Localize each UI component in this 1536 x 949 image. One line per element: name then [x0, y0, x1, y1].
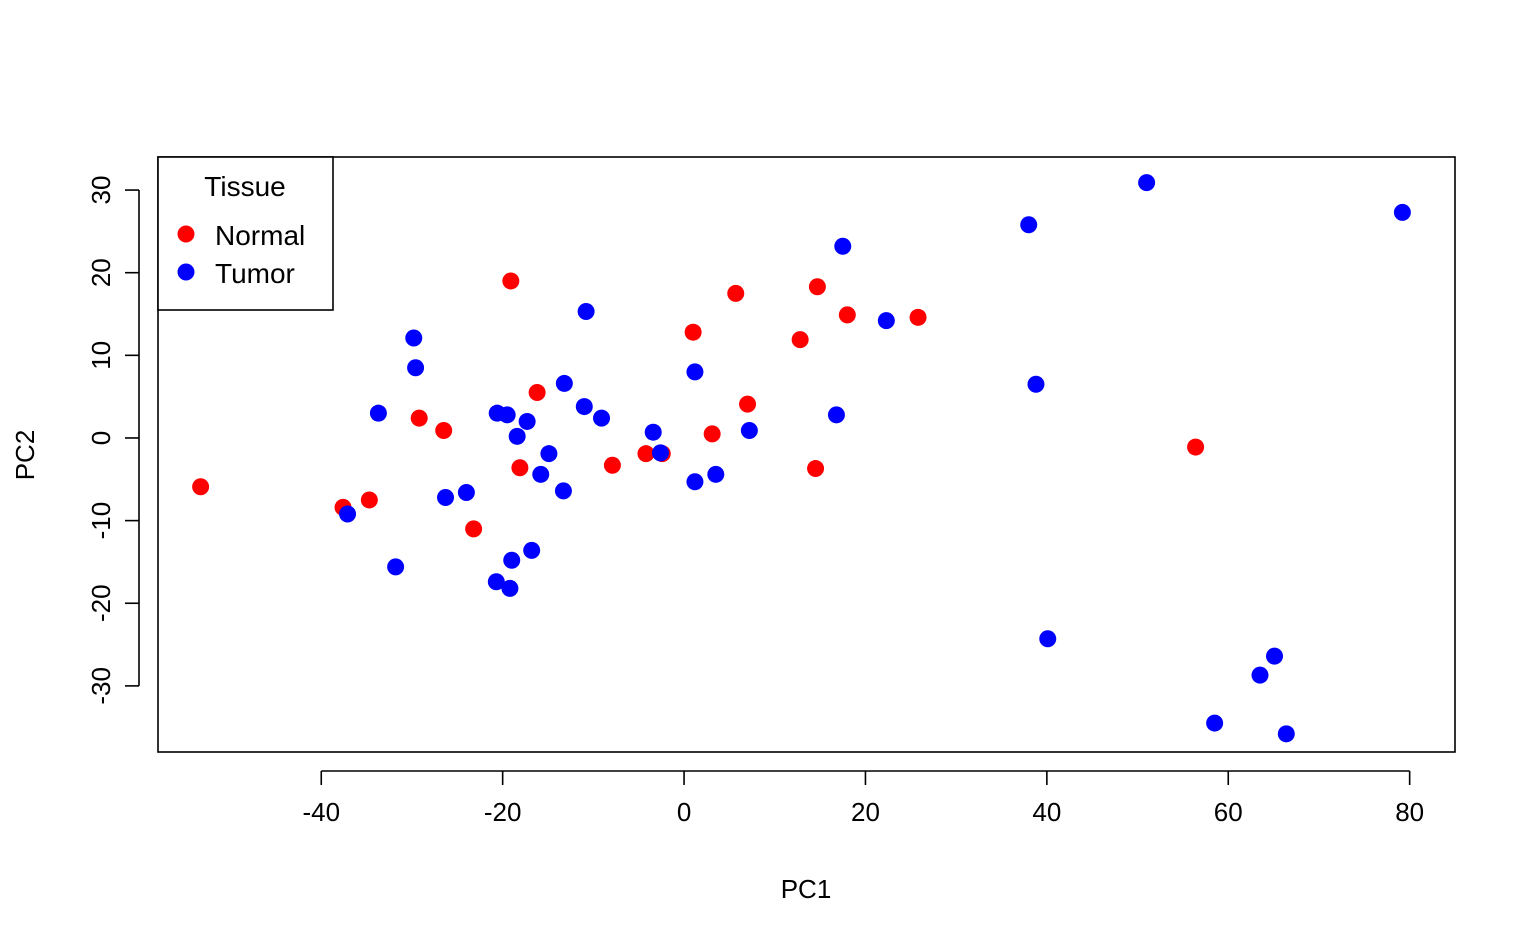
point-tumor-29 [834, 237, 852, 255]
point-tumor-36 [1251, 666, 1269, 684]
point-normal-9 [603, 456, 621, 474]
point-normal-0 [192, 478, 210, 496]
point-tumor-35 [1206, 714, 1224, 732]
legend-label-normal: Normal [215, 220, 305, 251]
point-normal-16 [791, 331, 809, 349]
point-tumor-26 [707, 465, 725, 483]
point-tumor-10 [501, 579, 519, 597]
point-normal-6 [502, 272, 520, 290]
y-tick-label-6: 30 [86, 176, 116, 205]
point-normal-13 [703, 425, 721, 443]
point-tumor-7 [487, 573, 505, 591]
legend: Tissue Normal Tumor [157, 156, 334, 311]
legend-marker-tumor [177, 263, 195, 281]
point-tumor-2 [387, 558, 405, 576]
point-tumor-18 [555, 374, 573, 392]
point-tumor-13 [518, 412, 536, 430]
point-tumor-38 [1277, 725, 1295, 743]
point-tumor-21 [593, 409, 611, 427]
plot-frame [157, 156, 1456, 753]
point-tumor-16 [540, 445, 558, 463]
point-normal-18 [808, 278, 826, 296]
point-tumor-17 [554, 482, 572, 500]
x-axis: -40 -20 0 20 40 60 80 [302, 770, 1424, 827]
x-tick-label-2: 0 [677, 797, 691, 827]
point-normal-14 [727, 284, 745, 302]
point-normal-2 [360, 491, 378, 509]
point-normal-17 [807, 460, 825, 478]
point-tumor-11 [503, 551, 521, 569]
point-normal-3 [410, 409, 428, 427]
point-normal-4 [435, 422, 453, 440]
x-tick-label-3: 20 [851, 797, 880, 827]
point-tumor-12 [508, 427, 526, 445]
x-axis-label: PC1 [781, 874, 832, 904]
y-tick-label-5: 20 [86, 258, 116, 287]
legend-marker-normal [177, 225, 195, 243]
x-tick-label-1: -20 [484, 797, 522, 827]
point-tumor-34 [1138, 174, 1156, 192]
y-tick-label-0: -30 [86, 667, 116, 705]
point-tumor-23 [651, 444, 669, 462]
point-normal-21 [1187, 438, 1205, 456]
legend-label-tumor: Tumor [215, 258, 295, 289]
point-tumor-31 [1020, 216, 1038, 234]
y-axis: -30 -20 -10 0 10 20 30 [86, 176, 140, 705]
point-tumor-5 [437, 488, 455, 506]
point-tumor-33 [1039, 630, 1057, 648]
x-tick-label-4: 40 [1032, 797, 1061, 827]
point-tumor-9 [498, 406, 516, 424]
x-tick-label-6: 80 [1395, 797, 1424, 827]
point-normal-5 [465, 520, 483, 538]
y-tick-label-1: -20 [86, 584, 116, 622]
data-points [192, 174, 1411, 743]
y-tick-label-2: -10 [86, 502, 116, 540]
point-normal-15 [739, 395, 757, 413]
point-tumor-15 [532, 465, 550, 483]
x-tick-label-0: -40 [302, 797, 340, 827]
point-tumor-28 [827, 406, 845, 424]
point-tumor-1 [369, 404, 387, 422]
point-tumor-30 [877, 312, 895, 330]
point-normal-12 [684, 323, 702, 341]
point-normal-20 [909, 308, 927, 326]
point-tumor-24 [686, 473, 704, 491]
point-tumor-14 [523, 541, 541, 559]
y-tick-label-4: 10 [86, 341, 116, 370]
point-tumor-39 [1393, 203, 1411, 221]
point-normal-10 [637, 445, 655, 463]
y-tick-label-3: 0 [86, 431, 116, 445]
x-tick-label-5: 60 [1214, 797, 1243, 827]
point-tumor-37 [1266, 647, 1284, 665]
point-tumor-20 [577, 303, 595, 321]
point-tumor-25 [686, 363, 704, 381]
point-tumor-27 [740, 422, 758, 440]
legend-title: Tissue [204, 171, 285, 202]
point-tumor-0 [339, 505, 357, 523]
point-tumor-6 [457, 484, 475, 502]
point-tumor-32 [1027, 375, 1045, 393]
point-tumor-3 [405, 329, 423, 347]
point-normal-19 [838, 306, 856, 324]
point-normal-8 [528, 384, 546, 402]
y-axis-label: PC2 [10, 430, 40, 481]
point-tumor-4 [407, 359, 425, 377]
point-tumor-22 [644, 423, 662, 441]
point-tumor-19 [575, 398, 593, 416]
point-normal-7 [511, 459, 529, 477]
